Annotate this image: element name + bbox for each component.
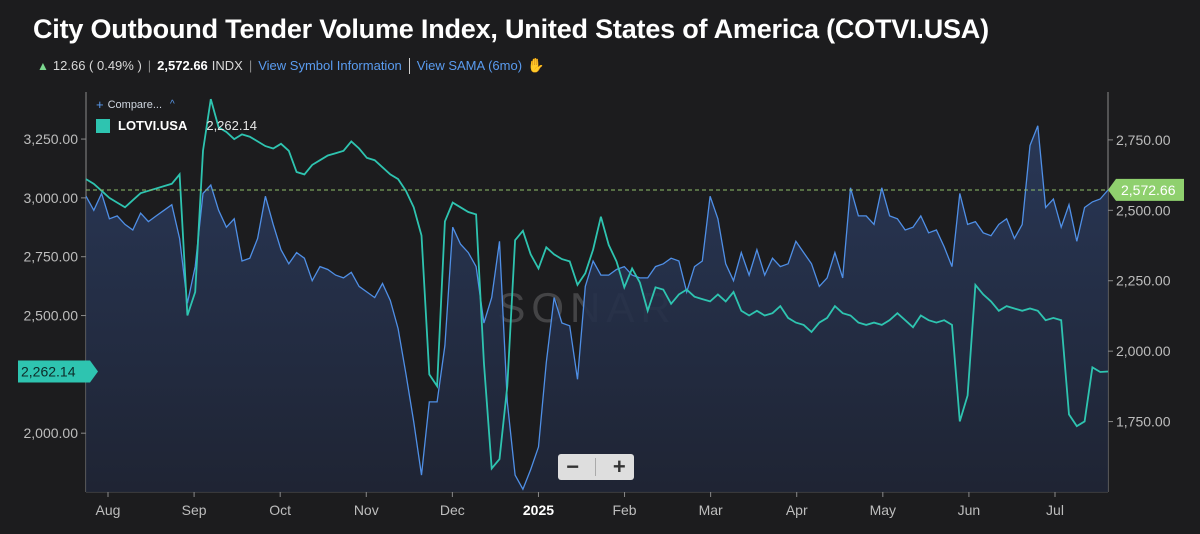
cotvi-line bbox=[85, 125, 1109, 491]
view-sama-link[interactable]: View SAMA (6mo) bbox=[416, 58, 523, 73]
x-tick-label: Sep bbox=[182, 502, 207, 518]
symbol-summary-bar: ▲ 12.66 ( 0.49% ) | 2,572.66 INDX | View… bbox=[37, 57, 544, 74]
last-value: 2,572.66 bbox=[157, 58, 208, 73]
x-tick-label: 2025 bbox=[523, 502, 554, 518]
left-tick-label: 2,500.00 bbox=[24, 308, 79, 324]
change-value: 12.66 ( 0.49% ) bbox=[52, 58, 142, 73]
x-tick-label: Aug bbox=[96, 502, 121, 518]
cotvi-last-tag-label: 2,572.66 bbox=[1121, 182, 1176, 198]
cotvi-area bbox=[86, 125, 1108, 493]
x-tick-label: Jul bbox=[1046, 502, 1064, 518]
right-tick-label: 2,000.00 bbox=[1116, 343, 1171, 359]
x-tick-label: Feb bbox=[612, 502, 636, 518]
page-title: City Outbound Tender Volume Index, Unite… bbox=[33, 14, 989, 44]
legend-series-name: LOTVI.USA bbox=[118, 118, 188, 133]
lotvi-line bbox=[85, 98, 1109, 471]
right-tick-label: 2,250.00 bbox=[1116, 273, 1171, 289]
divider bbox=[408, 57, 410, 74]
right-tick-label: 2,750.00 bbox=[1116, 132, 1171, 148]
compare-button[interactable]: + Compare... ^ bbox=[96, 97, 257, 112]
view-symbol-info-link[interactable]: View Symbol Information bbox=[258, 58, 402, 73]
x-tick-label: Jun bbox=[958, 502, 981, 518]
sama-icon[interactable]: ✋ bbox=[527, 57, 545, 73]
divider: | bbox=[147, 58, 152, 73]
divider bbox=[595, 458, 597, 476]
divider: | bbox=[248, 58, 253, 73]
legend-series-value: 2,262.14 bbox=[206, 118, 257, 133]
series-swatch bbox=[96, 118, 110, 133]
lotvi-last-tag-label: 2,262.14 bbox=[21, 363, 76, 379]
right-tick-label: 2,500.00 bbox=[1116, 202, 1171, 218]
x-tick-label: Apr bbox=[786, 502, 808, 518]
compare-label: Compare... bbox=[107, 98, 163, 111]
x-tick-label: Oct bbox=[269, 502, 291, 518]
chart-container[interactable]: 3,250.00 3,000.00 2,750.00 2,500.00 2,000.00… bbox=[16, 86, 1186, 520]
cotvi-last-tag bbox=[1108, 178, 1186, 201]
x-tick-label: Nov bbox=[354, 502, 379, 518]
legend-item[interactable]: LOTVI.USA 2,262.14 bbox=[96, 118, 257, 133]
zoom-controls: − + bbox=[558, 454, 634, 480]
zoom-in-button[interactable]: + bbox=[612, 454, 626, 479]
right-tick-label: 1,750.00 bbox=[1116, 414, 1171, 430]
left-tick-label: 3,250.00 bbox=[24, 131, 79, 147]
left-tick-label: 2,750.00 bbox=[24, 249, 79, 265]
unit-label: INDX bbox=[211, 58, 243, 73]
line-chart[interactable]: 3,250.00 3,000.00 2,750.00 2,500.00 2,000.00… bbox=[16, 86, 1186, 520]
left-tick-label: 3,000.00 bbox=[24, 190, 79, 206]
chart-legend: + Compare... ^ LOTVI.USA 2,262.14 bbox=[96, 97, 257, 133]
x-tick-label: Dec bbox=[440, 502, 465, 518]
x-tick-label: Mar bbox=[699, 502, 723, 518]
lotvi-last-tag bbox=[18, 360, 98, 383]
arrow-up-icon: ▲ bbox=[37, 58, 49, 73]
zoom-out-button[interactable]: − bbox=[566, 454, 580, 479]
left-tick-label: 2,000.00 bbox=[24, 425, 79, 441]
plus-icon: + bbox=[96, 97, 104, 112]
chevron-up-icon: ^ bbox=[170, 99, 175, 110]
x-tick-label: May bbox=[870, 502, 896, 518]
